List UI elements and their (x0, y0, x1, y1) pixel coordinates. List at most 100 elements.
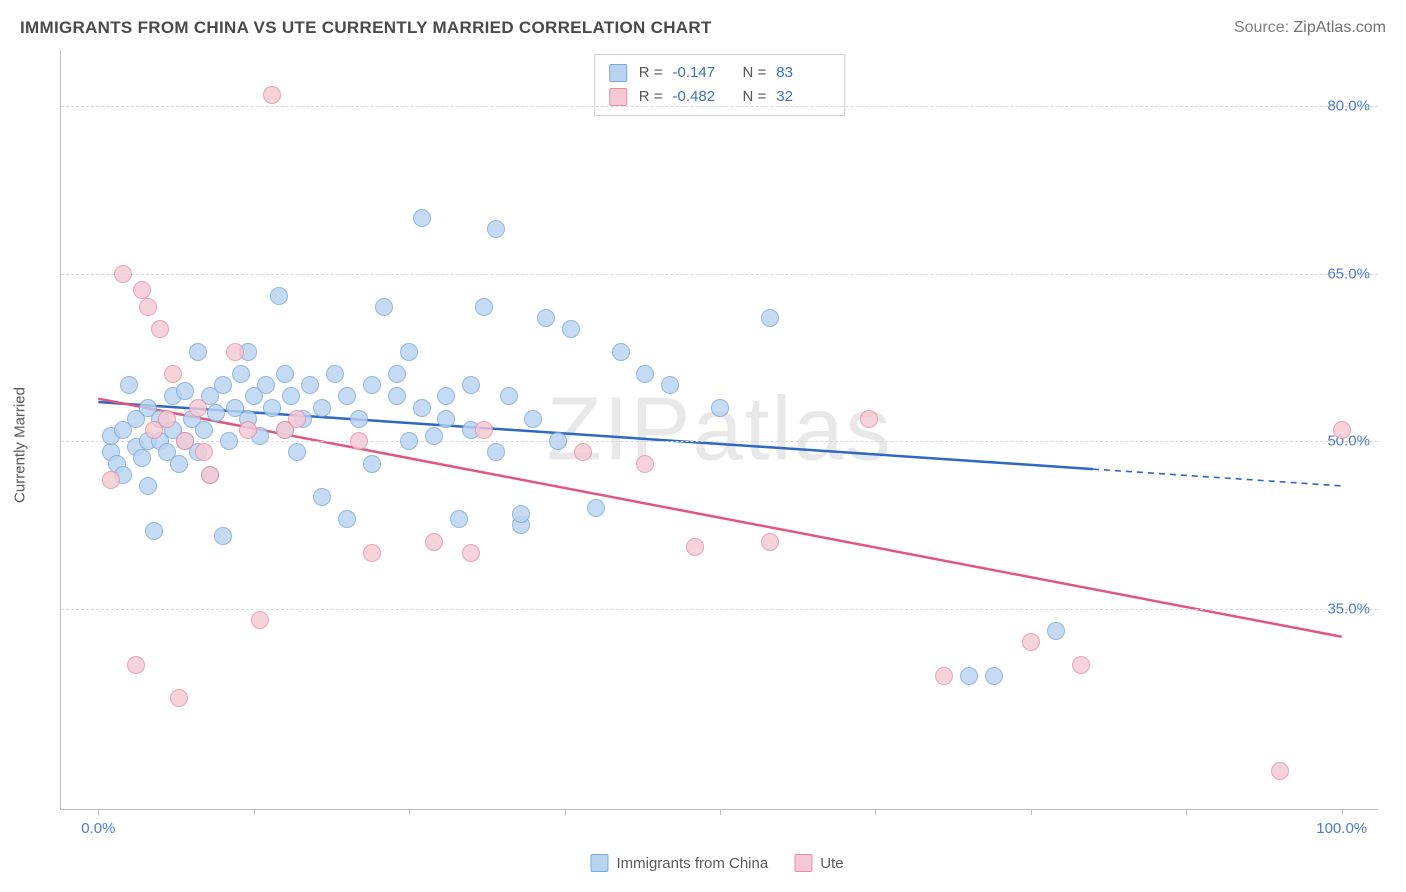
data-point (425, 533, 443, 551)
y-tick-label: 80.0% (1327, 97, 1370, 114)
x-tick (409, 809, 410, 815)
gridline (61, 106, 1378, 107)
data-point (338, 510, 356, 528)
data-point (1072, 656, 1090, 674)
chart-title: IMMIGRANTS FROM CHINA VS UTE CURRENTLY M… (20, 18, 712, 38)
source-attribution: Source: ZipAtlas.com (1234, 19, 1386, 37)
data-point (375, 298, 393, 316)
data-point (288, 410, 306, 428)
legend-r-value: -0.147 (673, 61, 727, 85)
data-point (120, 376, 138, 394)
data-point (270, 287, 288, 305)
data-point (195, 443, 213, 461)
data-point (935, 667, 953, 685)
x-tick-label: 100.0% (1316, 820, 1367, 837)
series-legend: Immigrants from China Ute (590, 854, 843, 872)
data-point (462, 544, 480, 562)
y-tick-label: 65.0% (1327, 265, 1370, 282)
gridline (61, 609, 1378, 610)
data-point (363, 376, 381, 394)
data-point (220, 432, 238, 450)
data-point (562, 320, 580, 338)
data-point (257, 376, 275, 394)
data-point (388, 365, 406, 383)
data-point (338, 387, 356, 405)
data-point (487, 220, 505, 238)
y-tick-label: 35.0% (1327, 600, 1370, 617)
data-point (1022, 633, 1040, 651)
data-point (985, 667, 1003, 685)
data-point (239, 421, 257, 439)
data-point (176, 382, 194, 400)
data-point (537, 309, 555, 327)
data-point (189, 399, 207, 417)
data-point (226, 343, 244, 361)
data-point (761, 309, 779, 327)
chart-area: Currently Married ZIPatlas R =-0.147N =8… (48, 50, 1386, 840)
legend-n-label: N = (743, 61, 767, 85)
data-point (636, 365, 654, 383)
data-point (127, 656, 145, 674)
data-point (139, 477, 157, 495)
data-point (207, 404, 225, 422)
x-tick-label: 0.0% (81, 820, 115, 837)
data-point (475, 298, 493, 316)
data-point (133, 281, 151, 299)
y-axis-label: Currently Married (12, 387, 29, 503)
data-point (139, 298, 157, 316)
data-point (1333, 421, 1351, 439)
data-point (475, 421, 493, 439)
data-point (437, 387, 455, 405)
data-point (524, 410, 542, 428)
data-point (363, 455, 381, 473)
data-point (413, 209, 431, 227)
data-point (276, 365, 294, 383)
legend-r-label: R = (639, 61, 663, 85)
data-point (860, 410, 878, 428)
data-point (661, 376, 679, 394)
data-point (263, 86, 281, 104)
legend-swatch (609, 64, 627, 82)
data-point (1047, 622, 1065, 640)
data-point (400, 343, 418, 361)
data-point (313, 399, 331, 417)
data-point (158, 410, 176, 428)
data-point (636, 455, 654, 473)
source-name: ZipAtlas.com (1294, 19, 1386, 36)
data-point (512, 505, 530, 523)
data-point (151, 320, 169, 338)
data-point (214, 527, 232, 545)
x-tick (1031, 809, 1032, 815)
data-point (462, 376, 480, 394)
x-tick (254, 809, 255, 815)
data-point (176, 432, 194, 450)
data-point (114, 265, 132, 283)
legend-swatch (590, 854, 608, 872)
data-point (363, 544, 381, 562)
x-tick (1342, 809, 1343, 815)
data-point (263, 399, 281, 417)
data-point (487, 443, 505, 461)
data-point (574, 443, 592, 461)
source-label: Source: (1234, 19, 1289, 36)
data-point (195, 421, 213, 439)
x-tick (98, 809, 99, 815)
data-point (437, 410, 455, 428)
data-point (500, 387, 518, 405)
data-point (282, 387, 300, 405)
data-point (960, 667, 978, 685)
data-point (761, 533, 779, 551)
data-point (170, 455, 188, 473)
data-point (301, 376, 319, 394)
legend-swatch (794, 854, 812, 872)
data-point (214, 376, 232, 394)
data-point (612, 343, 630, 361)
data-point (189, 343, 207, 361)
legend-n-value: 83 (776, 61, 830, 85)
data-point (350, 410, 368, 428)
data-point (102, 471, 120, 489)
legend-item: Ute (794, 854, 843, 872)
data-point (326, 365, 344, 383)
data-point (425, 427, 443, 445)
legend-item: Immigrants from China (590, 854, 768, 872)
